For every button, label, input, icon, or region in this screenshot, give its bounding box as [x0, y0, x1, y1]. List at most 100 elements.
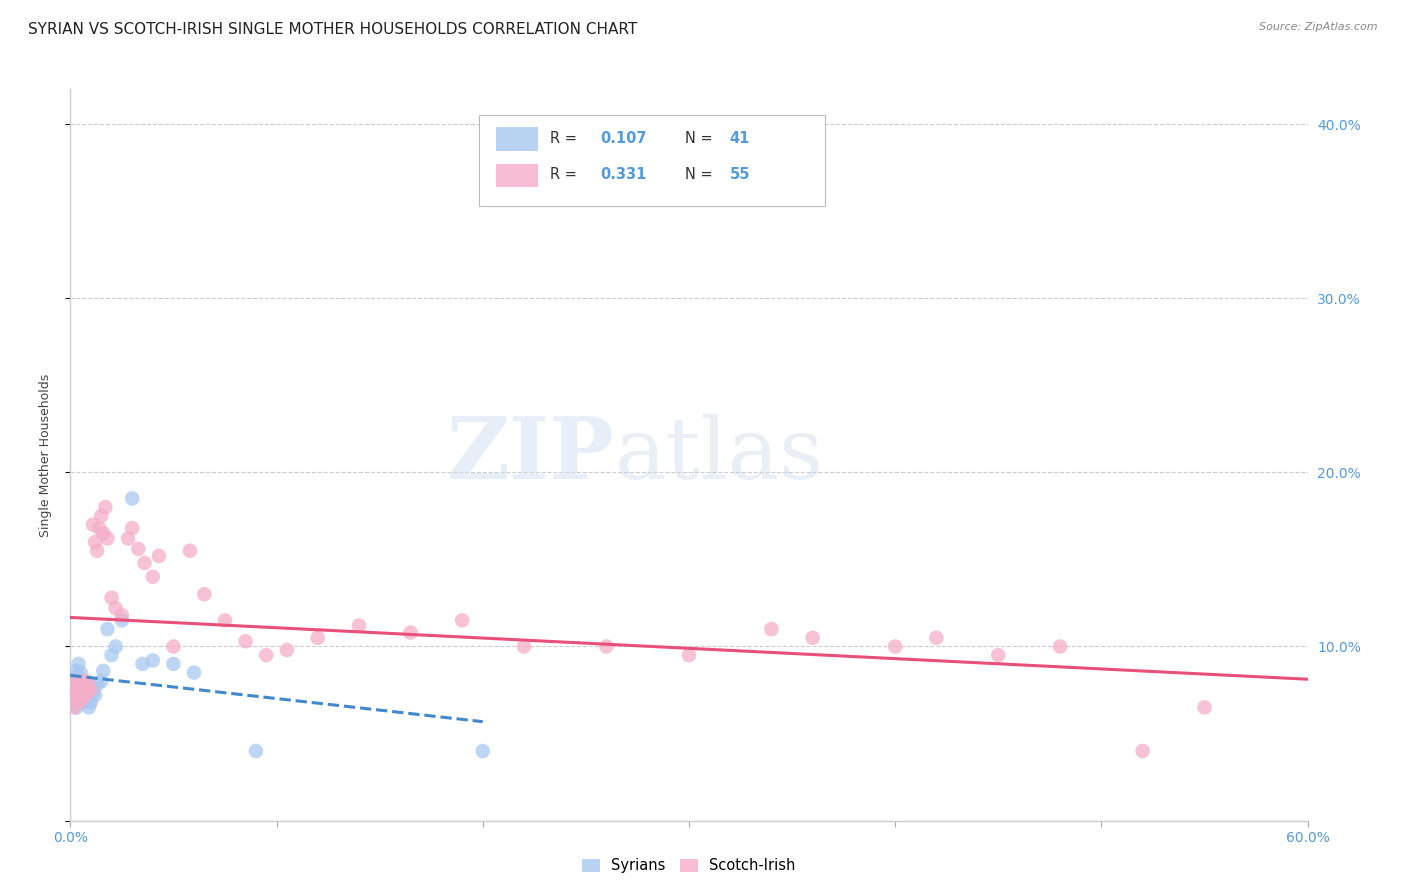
Point — [65, 686, 87, 700]
Point — [276, 643, 298, 657]
Point — [134, 556, 156, 570]
Point — [1194, 700, 1216, 714]
Point — [77, 686, 100, 700]
FancyBboxPatch shape — [478, 115, 825, 206]
Point — [60, 683, 83, 698]
Point — [72, 678, 94, 692]
Point — [72, 688, 94, 702]
Point — [69, 691, 91, 706]
Y-axis label: Single Mother Households: Single Mother Households — [39, 373, 52, 537]
Point — [73, 683, 96, 698]
Point — [67, 683, 90, 698]
Point — [89, 521, 111, 535]
Point — [254, 648, 277, 663]
Point — [214, 613, 236, 627]
Point — [678, 648, 700, 663]
Point — [77, 700, 100, 714]
Point — [127, 541, 149, 556]
Point — [307, 631, 329, 645]
Point — [91, 664, 114, 678]
Point — [76, 691, 98, 706]
Point — [84, 688, 107, 702]
Point — [117, 532, 139, 546]
Point — [399, 625, 422, 640]
Point — [451, 613, 474, 627]
Text: R =: R = — [550, 168, 582, 182]
Point — [63, 678, 86, 692]
Point — [513, 640, 536, 654]
Point — [987, 648, 1010, 663]
Point — [148, 549, 170, 563]
Point — [63, 683, 86, 698]
Point — [73, 681, 96, 696]
Point — [69, 688, 91, 702]
Text: N =: N = — [685, 131, 717, 145]
Point — [73, 695, 96, 709]
Point — [84, 535, 107, 549]
Point — [69, 674, 91, 689]
Point — [761, 622, 783, 636]
Text: atlas: atlas — [614, 413, 824, 497]
Point — [80, 683, 103, 698]
Point — [193, 587, 215, 601]
Point — [67, 681, 90, 696]
Point — [86, 543, 108, 558]
Text: 55: 55 — [730, 168, 751, 182]
Point — [67, 695, 90, 709]
Point — [1132, 744, 1154, 758]
Point — [86, 678, 108, 692]
Text: 0.107: 0.107 — [600, 131, 647, 145]
Point — [179, 543, 201, 558]
Point — [77, 680, 100, 694]
Point — [100, 591, 122, 605]
Point — [90, 674, 112, 689]
Text: N =: N = — [685, 168, 717, 182]
Point — [111, 613, 134, 627]
Point — [142, 570, 165, 584]
Point — [104, 640, 127, 654]
Point — [100, 648, 122, 663]
Point — [65, 700, 87, 714]
Point — [65, 686, 87, 700]
Point — [131, 657, 153, 671]
Point — [595, 640, 617, 654]
Point — [111, 608, 134, 623]
Point — [65, 674, 87, 689]
Point — [63, 700, 86, 714]
Point — [183, 665, 205, 680]
Point — [162, 640, 184, 654]
Point — [76, 686, 98, 700]
Point — [925, 631, 948, 645]
Legend: Syrians, Scotch-Irish: Syrians, Scotch-Irish — [576, 853, 801, 880]
Point — [63, 691, 86, 706]
Point — [67, 695, 90, 709]
Point — [471, 744, 494, 758]
FancyBboxPatch shape — [496, 128, 538, 151]
Point — [96, 622, 118, 636]
Point — [80, 695, 103, 709]
Point — [63, 671, 86, 685]
Point — [96, 532, 118, 546]
Point — [82, 517, 104, 532]
Point — [67, 657, 90, 671]
Text: 0.331: 0.331 — [600, 168, 647, 182]
Point — [65, 664, 87, 678]
Text: Source: ZipAtlas.com: Source: ZipAtlas.com — [1260, 22, 1378, 32]
Point — [90, 508, 112, 523]
Point — [162, 657, 184, 671]
Point — [142, 653, 165, 667]
Point — [72, 691, 94, 706]
Point — [91, 526, 114, 541]
Text: SYRIAN VS SCOTCH-IRISH SINGLE MOTHER HOUSEHOLDS CORRELATION CHART: SYRIAN VS SCOTCH-IRISH SINGLE MOTHER HOU… — [28, 22, 637, 37]
Point — [69, 678, 91, 692]
Point — [121, 491, 143, 506]
Point — [72, 674, 94, 689]
Point — [94, 500, 117, 515]
Point — [235, 634, 257, 648]
Point — [347, 618, 370, 632]
Point — [67, 671, 90, 685]
Point — [884, 640, 907, 654]
Point — [1049, 640, 1071, 654]
Text: ZIP: ZIP — [447, 413, 614, 497]
Text: 41: 41 — [730, 131, 751, 145]
